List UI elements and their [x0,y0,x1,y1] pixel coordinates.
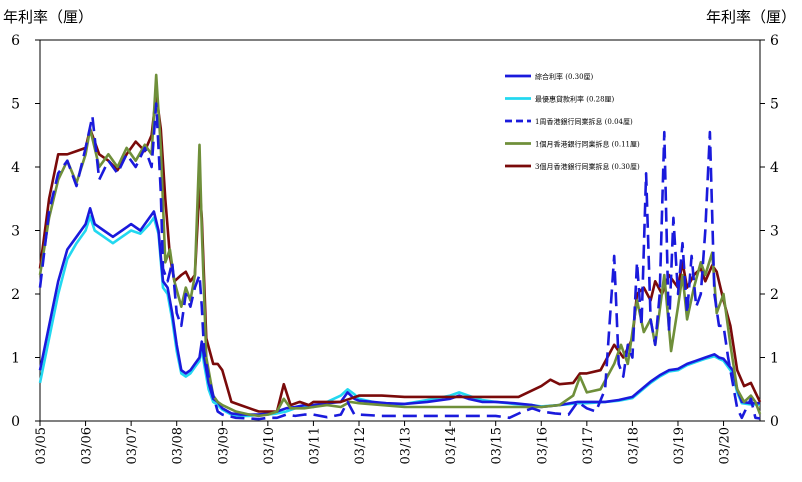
legend: 綜合利率 (0.30厘) 最優惠貸款利率 (0.28厘) 1周香港銀行同業拆息 (0… [505,72,640,171]
y-tick-label-left: 4 [11,160,20,176]
legend-label-4: 3個月香港銀行同業拆息 (0.30厘) [535,162,640,171]
x-tick-label: 03/07 [125,427,140,464]
y-tick-label-right: 3 [770,224,779,240]
y-axis-unit-left: 年利率（厘） [3,8,94,26]
x-tick-label: 03/18 [626,427,641,464]
x-tick-label: 03/10 [262,427,277,464]
x-tick-label: 03/19 [672,427,687,464]
y-tick-label-right: 1 [770,351,779,367]
series-line-4 [38,92,762,413]
x-tick-label: 03/13 [399,427,414,464]
y-tick-label-right: 5 [770,97,779,113]
y-tick-label-left: 0 [11,414,20,430]
y-tick-label-left: 1 [11,351,20,367]
y-axis-unit-right: 年利率（厘） [705,8,796,26]
axes: 0 0 1 1 2 2 3 3 4 4 5 5 6 6 03/05 03/06 03/07 03/08 03/09 0… [11,33,779,464]
legend-label-1: 最優惠貸款利率 (0.28厘) [535,95,615,104]
x-tick-label: 03/06 [80,427,95,464]
x-tick-label: 03/14 [444,427,459,464]
x-tick-label: 03/15 [490,427,505,464]
legend-label-2: 1周香港銀行同業拆息 (0.04厘) [535,117,633,126]
y-tick-label-left: 6 [11,33,20,49]
series-line-2 [38,102,761,421]
x-tick-label: 03/11 [307,427,322,464]
x-tick-label: 03/16 [535,427,550,464]
x-tick-label: 03/17 [581,427,596,464]
series-line-1 [38,215,760,418]
series-lines [38,73,762,421]
x-tick-label: 03/08 [171,427,186,464]
legend-label-0: 綜合利率 (0.30厘) [535,72,594,81]
y-tick-label-left: 2 [11,287,20,303]
y-tick-label-right: 2 [770,287,779,303]
x-tick-label: 03/05 [34,427,49,464]
y-tick-label-left: 5 [11,97,20,113]
plot-area-frame [39,39,761,422]
series-line-3 [38,73,762,418]
y-tick-label-right: 0 [770,414,779,430]
legend-label-3: 1個月香港銀行同業拆息 (0.11厘) [535,140,640,149]
x-tick-label: 03/20 [718,427,733,464]
y-tick-label-right: 4 [770,160,779,176]
y-tick-label-left: 3 [11,224,20,240]
x-tick-label: 03/09 [216,427,231,464]
x-tick-label: 03/12 [353,427,368,464]
series-line-0 [38,207,760,416]
y-tick-label-right: 6 [770,33,779,49]
